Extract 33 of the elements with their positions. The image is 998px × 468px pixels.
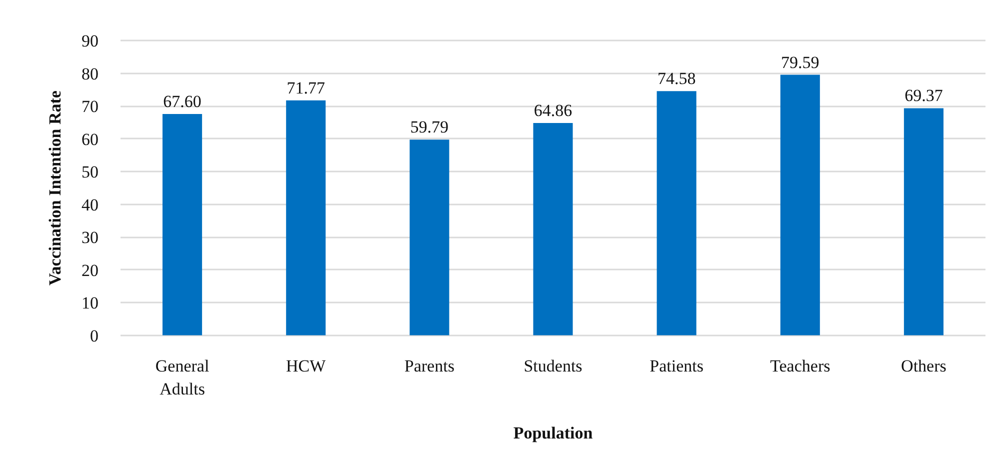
y-tick-label: 30 xyxy=(82,228,98,248)
bar xyxy=(286,100,326,336)
y-axis-title: Vaccination Intention Rate xyxy=(46,90,64,286)
bar xyxy=(533,122,573,336)
data-label: 59.79 xyxy=(410,118,449,137)
data-label: 69.37 xyxy=(904,86,944,106)
y-tick-label: 80 xyxy=(82,64,98,84)
y-tick-label: 70 xyxy=(82,97,98,116)
bar xyxy=(656,91,696,336)
data-label: 67.60 xyxy=(163,92,202,112)
x-tick-label: Parents xyxy=(404,356,454,376)
y-tick-label: 60 xyxy=(82,130,98,149)
data-label: 74.58 xyxy=(657,69,696,88)
bar xyxy=(162,114,202,336)
y-tick-label: 40 xyxy=(82,195,98,214)
y-tick-label: 0 xyxy=(90,326,98,346)
x-tick-label: Teachers xyxy=(770,356,830,376)
x-tick-label: General Adults xyxy=(155,356,210,398)
data-label: 64.86 xyxy=(534,100,572,120)
y-tick-label: 90 xyxy=(82,32,98,51)
x-tick-label: Patients xyxy=(650,356,704,376)
y-tick-label: 20 xyxy=(82,260,98,280)
bar xyxy=(904,108,944,336)
x-axis-title: Population xyxy=(513,423,594,442)
bar xyxy=(780,74,820,336)
x-tick-label: Others xyxy=(901,356,946,376)
x-tick-label: HCW xyxy=(286,356,327,376)
y-tick-label: 10 xyxy=(82,294,98,313)
x-tick-label: Students xyxy=(524,356,582,376)
y-tick-label: 50 xyxy=(82,162,98,182)
data-label: 79.59 xyxy=(781,52,820,72)
data-label: 71.77 xyxy=(286,78,326,98)
bar xyxy=(410,140,450,336)
